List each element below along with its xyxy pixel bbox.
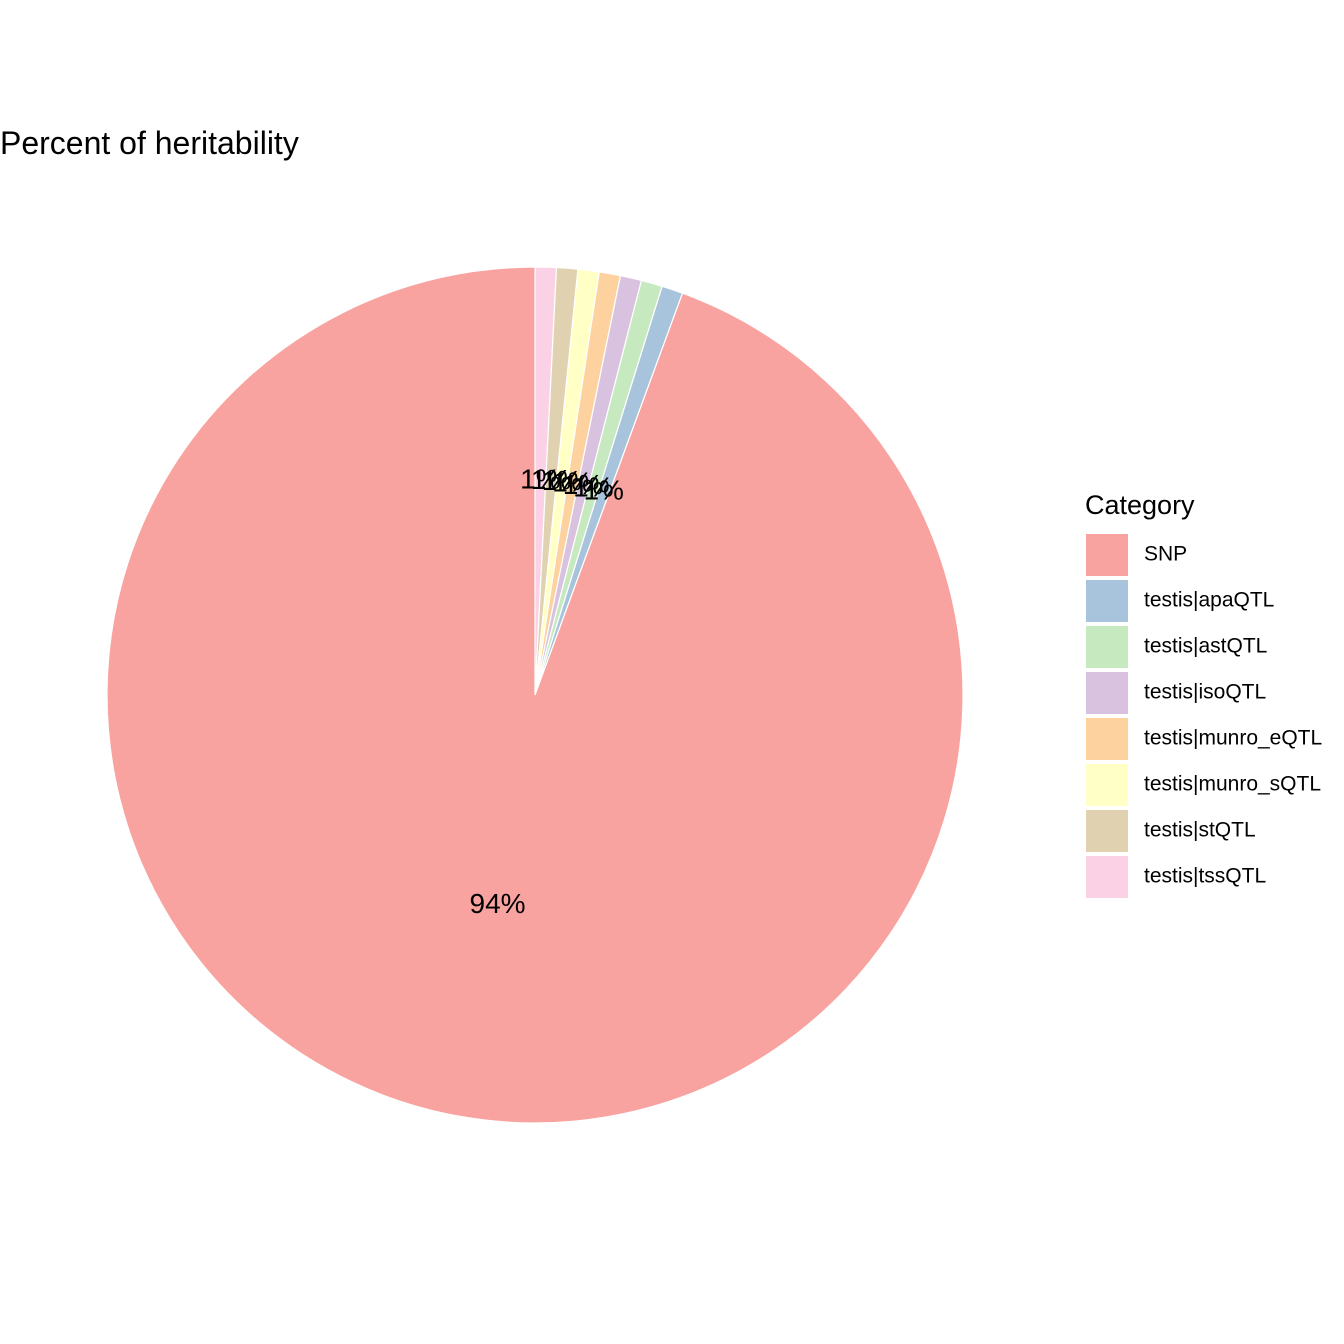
legend-swatch-testis-stqtl bbox=[1086, 810, 1128, 852]
slice-label-testis-munro-eqtl: 1% bbox=[552, 467, 592, 498]
legend-label-testis-stqtl: testis|stQTL bbox=[1144, 819, 1256, 842]
legend-swatch-testis-tssqtl bbox=[1086, 856, 1128, 898]
legend-items: SNP testis|apaQTL testis|astQTL testis|isoQ… bbox=[1086, 534, 1322, 898]
slice-label-testis-astqtl: 1% bbox=[573, 472, 613, 503]
legend-swatch-snp bbox=[1086, 534, 1128, 576]
legend-swatch-testis-astqtl bbox=[1086, 626, 1128, 668]
pie-slice-labels: 1%1%1%1%1%1%1%94% bbox=[470, 463, 624, 919]
pie-slice-snp bbox=[106, 266, 964, 1124]
chart-title: Percent of heritability bbox=[0, 125, 299, 161]
legend-swatch-testis-munro-eqtl bbox=[1086, 718, 1128, 760]
pie-slices bbox=[106, 266, 964, 1124]
legend-label-testis-astqtl: testis|astQTL bbox=[1144, 635, 1267, 658]
slice-label-testis-isoqtl: 1% bbox=[563, 469, 603, 500]
legend-label-testis-munro-eqtl: testis|munro_eQTL bbox=[1144, 727, 1322, 750]
legend-label-testis-tssqtl: testis|tssQTL bbox=[1144, 865, 1266, 888]
slice-label-testis-stqtl: 1% bbox=[531, 464, 571, 495]
legend-swatch-testis-isoqtl bbox=[1086, 672, 1128, 714]
slice-label-snp: 94% bbox=[470, 888, 526, 919]
legend: Category SNP testis|apaQTL testis|astQTL te… bbox=[1085, 490, 1322, 898]
legend-label-testis-isoqtl: testis|isoQTL bbox=[1144, 681, 1266, 704]
slice-label-testis-apaqtl: 1% bbox=[583, 475, 623, 506]
legend-title: Category bbox=[1085, 490, 1195, 520]
legend-label-testis-apaqtl: testis|apaQTL bbox=[1144, 589, 1274, 612]
legend-swatch-testis-apaqtl bbox=[1086, 580, 1128, 622]
legend-label-testis-munro-sqtl: testis|munro_sQTL bbox=[1144, 773, 1321, 796]
slice-label-testis-tssqtl: 1% bbox=[520, 463, 560, 494]
slice-label-testis-munro-sqtl: 1% bbox=[542, 465, 582, 496]
legend-label-snp: SNP bbox=[1144, 543, 1187, 566]
legend-swatch-testis-munro-sqtl bbox=[1086, 764, 1128, 806]
